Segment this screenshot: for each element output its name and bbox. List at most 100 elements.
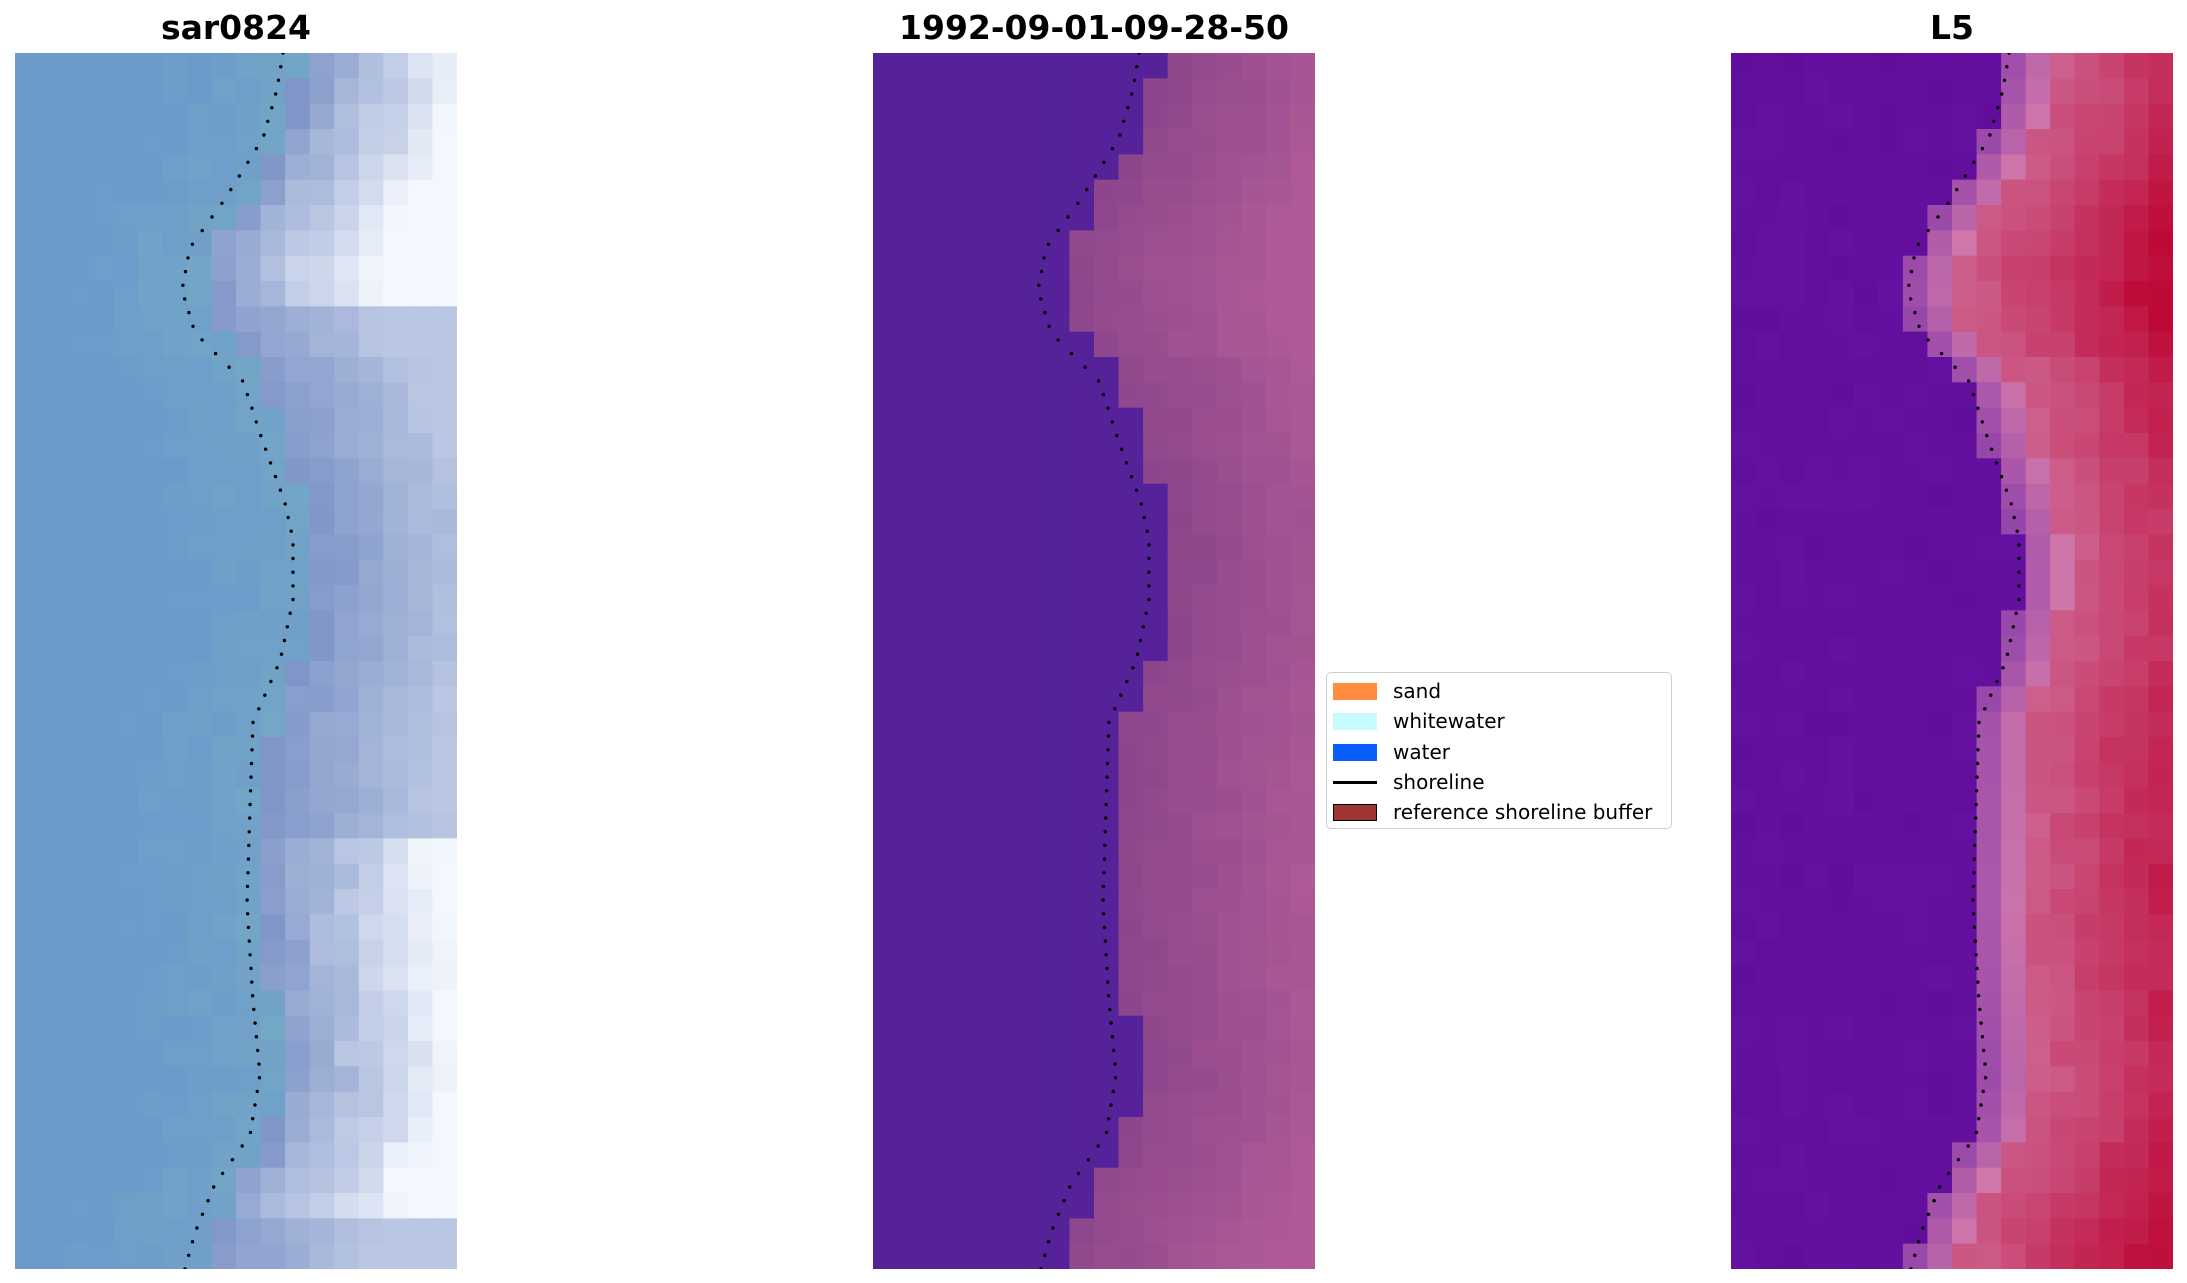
pixel-cell (2123, 635, 2150, 662)
pixel-cell (1290, 509, 1315, 535)
pixel-cell (1804, 838, 1830, 865)
pixel-cell (358, 1117, 384, 1143)
pixel-cell (285, 990, 311, 1017)
pixel-cell (39, 509, 65, 535)
pixel-cell (1976, 585, 2002, 611)
pixel-cell (1290, 838, 1315, 865)
pixel-cell (358, 1142, 384, 1169)
pixel-cell (1731, 230, 1757, 257)
pixel-cell (1167, 1218, 1193, 1245)
pixel-cell (1731, 939, 1757, 966)
shoreline-dot (1980, 420, 1984, 424)
shoreline-dot (1109, 1021, 1113, 1025)
pixel-cell (432, 1117, 457, 1143)
pixel-cell (407, 281, 434, 307)
pixel-cell (407, 559, 434, 586)
pixel-cell (260, 762, 286, 789)
pixel-cell (1143, 103, 1169, 130)
pixel-cell (873, 914, 899, 941)
pixel-cell (1804, 635, 1830, 662)
pixel-cell (1829, 458, 1855, 485)
shoreline-dot (1926, 228, 1930, 233)
shoreline-dot (1975, 775, 1979, 779)
pixel-cell (260, 458, 286, 485)
shoreline-dot (1983, 1062, 1987, 1066)
pixel-cell (2025, 78, 2051, 105)
shoreline-dot (1966, 1144, 1970, 1148)
pixel-cell (946, 483, 972, 510)
pixel-cell (1118, 1167, 1144, 1194)
pixel-cell (15, 787, 41, 814)
pixel-cell (64, 1091, 90, 1118)
pixel-cell (285, 357, 311, 383)
pixel-cell (88, 838, 114, 865)
pixel-cell (1976, 813, 2002, 839)
pixel-cell (1829, 585, 1855, 611)
pixel-cell (2123, 306, 2150, 333)
pixel-cell (1241, 585, 1267, 611)
pixel-cell (2123, 610, 2150, 637)
pixel-cell (1020, 1218, 1046, 1245)
pixel-cell (1829, 230, 1855, 257)
pixel-cell (113, 509, 139, 535)
pixel-cell (1902, 103, 1929, 130)
pixel-cell (2074, 281, 2100, 307)
pixel-cell (995, 1193, 1021, 1219)
pixel-cell (407, 661, 434, 687)
pixel-cell (15, 1041, 41, 1067)
pixel-cell (260, 255, 286, 282)
pixel-cell (2050, 154, 2076, 181)
pixel-cell (2050, 534, 2076, 561)
pixel-cell (1902, 53, 1929, 79)
pixel-cell (1804, 230, 1830, 257)
pixel-cell (432, 990, 457, 1017)
pixel-cell (1044, 635, 1071, 662)
pixel-cell (1731, 179, 1757, 206)
pixel-cell (309, 610, 335, 637)
pixel-cell (1143, 154, 1169, 181)
pixel-cell (1731, 711, 1757, 738)
pixel-cell (946, 711, 972, 738)
pixel-cell (162, 813, 188, 839)
pixel-cell (260, 1091, 286, 1118)
pixel-cell (1902, 509, 1929, 535)
pixel-cell (2001, 635, 2027, 662)
pixel-cell (1020, 965, 1046, 991)
pixel-cell (186, 382, 213, 409)
pixel-cell (137, 103, 163, 130)
pixel-cell (334, 889, 360, 915)
pixel-cell (1094, 914, 1120, 941)
pixel-cell (2050, 1142, 2076, 1169)
shoreline-dot (1973, 939, 1977, 943)
pixel-cell (88, 205, 114, 231)
pixel-cell (64, 357, 90, 383)
pixel-cell (1020, 1142, 1046, 1169)
pixel-cell (309, 585, 335, 611)
pixel-cell (88, 686, 114, 713)
pixel-cell (1755, 179, 1781, 206)
pixel-cell (1069, 103, 1095, 130)
pixel-cell (1829, 686, 1855, 713)
pixel-cell (1069, 635, 1095, 662)
shoreline-dot (1974, 953, 1978, 957)
pixel-cell (113, 483, 139, 510)
pixel-cell (309, 635, 335, 662)
pixel-cell (64, 686, 90, 713)
pixel-cell (1853, 990, 1879, 1017)
pixel-cell (39, 1218, 65, 1245)
pixel-cell (1927, 255, 1953, 282)
shoreline-dot (2017, 584, 2021, 588)
pixel-cell (1952, 889, 1978, 915)
pixel-cell (1118, 433, 1144, 459)
pixel-cell (995, 813, 1021, 839)
pixel-cell (2001, 1193, 2027, 1219)
pixel-cell (2050, 1243, 2076, 1269)
pixel-cell (2099, 534, 2125, 561)
pixel-cell (1241, 179, 1267, 206)
pixel-cell (1853, 762, 1879, 789)
pixel-cell (946, 205, 972, 231)
pixel-cell (309, 711, 335, 738)
pixel-cell (995, 129, 1021, 155)
pixel-cell (186, 230, 213, 257)
pixel-cell (1829, 965, 1855, 991)
